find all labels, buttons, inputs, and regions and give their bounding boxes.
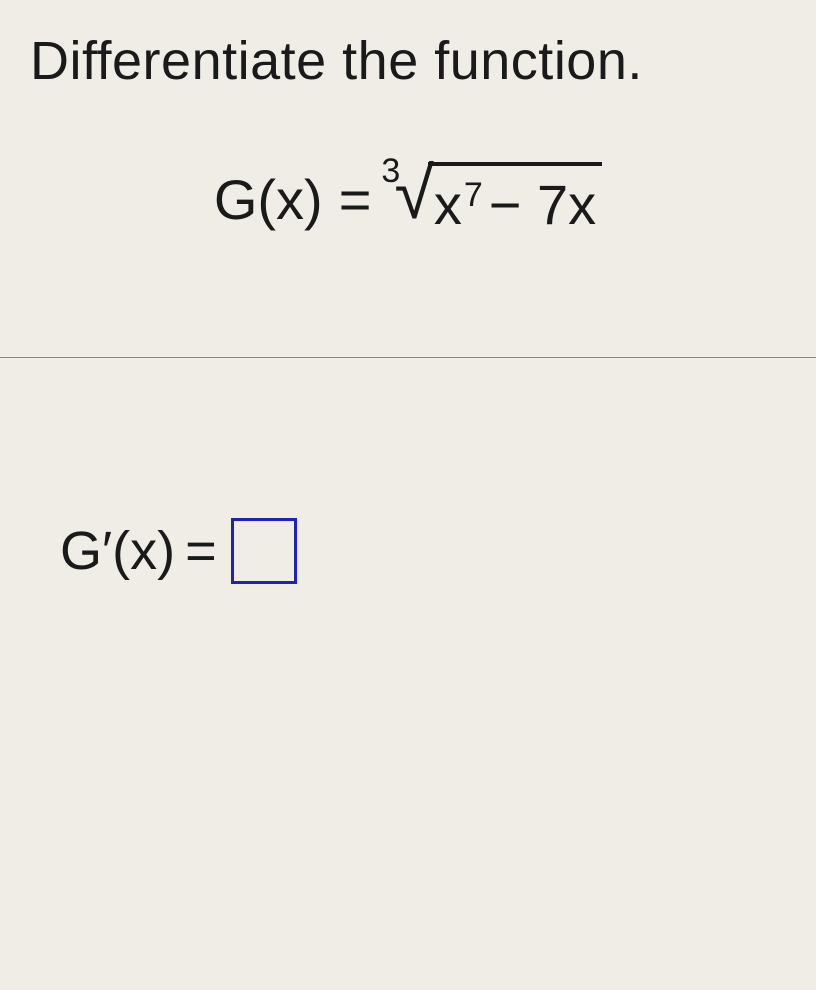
cube-root-expression: 3 √ x 7 − 7x [381,162,602,237]
instruction-text: Differentiate the function. [30,30,786,92]
answer-row: G′(x) = [60,518,786,584]
answer-equals-sign: = [185,520,217,582]
answer-input-box[interactable] [231,518,297,584]
section-divider [0,357,816,358]
radicand-rest: − 7x [489,172,596,237]
radical-symbol: √ [394,166,434,222]
radicand-base-1: x [434,172,462,237]
function-equation: G(x) = 3 √ x 7 − 7x [30,162,786,237]
equation-lhs: G(x) [214,167,323,232]
equals-sign: = [339,167,372,232]
radicand: x 7 − 7x [434,172,596,237]
radicand-exponent-1: 7 [464,176,483,215]
radicand-container: x 7 − 7x [428,162,602,237]
answer-lhs: G′(x) [60,520,175,582]
